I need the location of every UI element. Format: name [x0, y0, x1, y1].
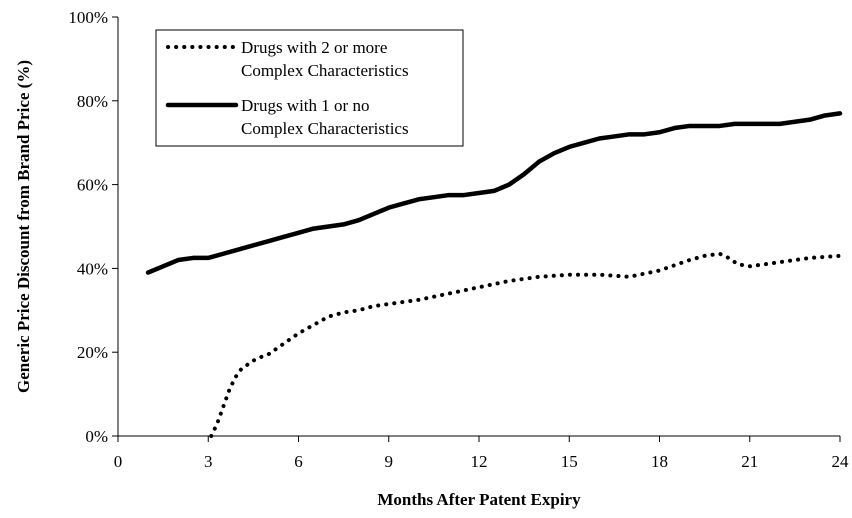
legend-box — [155, 29, 464, 147]
x-tick-label: 3 — [204, 452, 213, 471]
y-tick-label: 20% — [77, 343, 108, 362]
series-layer — [145, 111, 843, 438]
y-tick-label: 80% — [77, 92, 108, 111]
y-tick-label: 0% — [85, 427, 108, 446]
legend-label: Complex Characteristics — [241, 61, 409, 80]
x-tick-label: 12 — [471, 452, 488, 471]
x-tick-label: 21 — [741, 452, 758, 471]
x-ticks: 0 3 6 9 12 15 18 21 24 — [114, 436, 849, 471]
legend-label: Drugs with 2 or more — [241, 38, 387, 57]
x-axis-title: Months After Patent Expiry — [377, 490, 581, 509]
y-axis-title: Generic Price Discount from Brand Price … — [14, 60, 33, 393]
y-ticks: 0% 20% 40% 60% 80% 100% — [68, 8, 118, 446]
x-tick-label: 24 — [832, 452, 850, 471]
y-tick-label: 100% — [68, 8, 108, 27]
legend: Drugs with 2 or more Complex Characterist… — [155, 29, 464, 147]
y-tick-label: 60% — [77, 176, 108, 195]
series-line-1-or-no — [145, 111, 843, 275]
x-tick-label: 15 — [561, 452, 578, 471]
x-tick-label: 0 — [114, 452, 123, 471]
x-tick-label: 18 — [651, 452, 668, 471]
x-tick-label: 9 — [385, 452, 394, 471]
legend-label: Drugs with 1 or no — [241, 96, 369, 115]
y-tick-label: 40% — [77, 259, 108, 278]
legend-label: Complex Characteristics — [241, 119, 409, 138]
x-tick-label: 6 — [294, 452, 303, 471]
series-line-2-or-more — [209, 251, 842, 438]
